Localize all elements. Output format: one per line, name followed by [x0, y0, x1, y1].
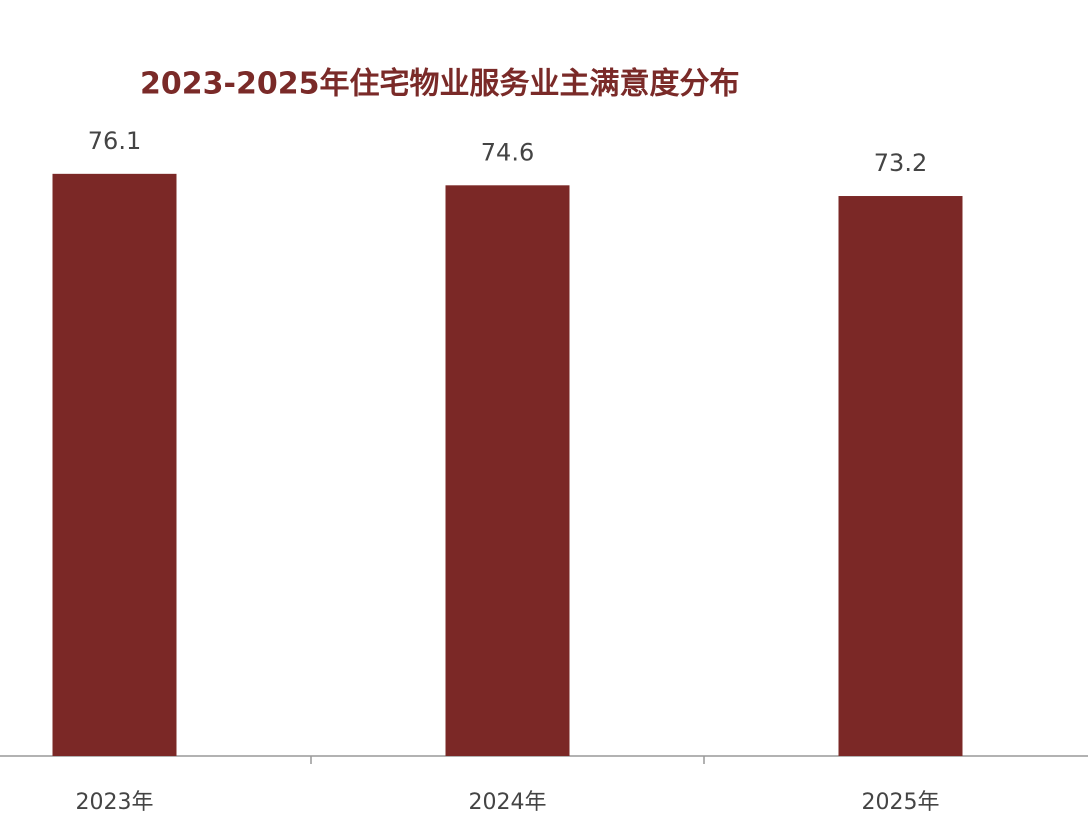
- value-label: 74.6: [481, 138, 534, 166]
- bar: [445, 185, 570, 756]
- bar: [838, 196, 963, 756]
- chart-title: 2023-2025年住宅物业服务业主满意度分布: [140, 67, 739, 102]
- x-tick-label: 2023年: [76, 790, 154, 815]
- value-label: 76.1: [88, 127, 141, 155]
- value-label: 73.2: [874, 149, 927, 177]
- bar: [52, 173, 177, 756]
- x-tick-label: 2025年: [862, 790, 940, 815]
- x-tick-label: 2024年: [469, 790, 547, 815]
